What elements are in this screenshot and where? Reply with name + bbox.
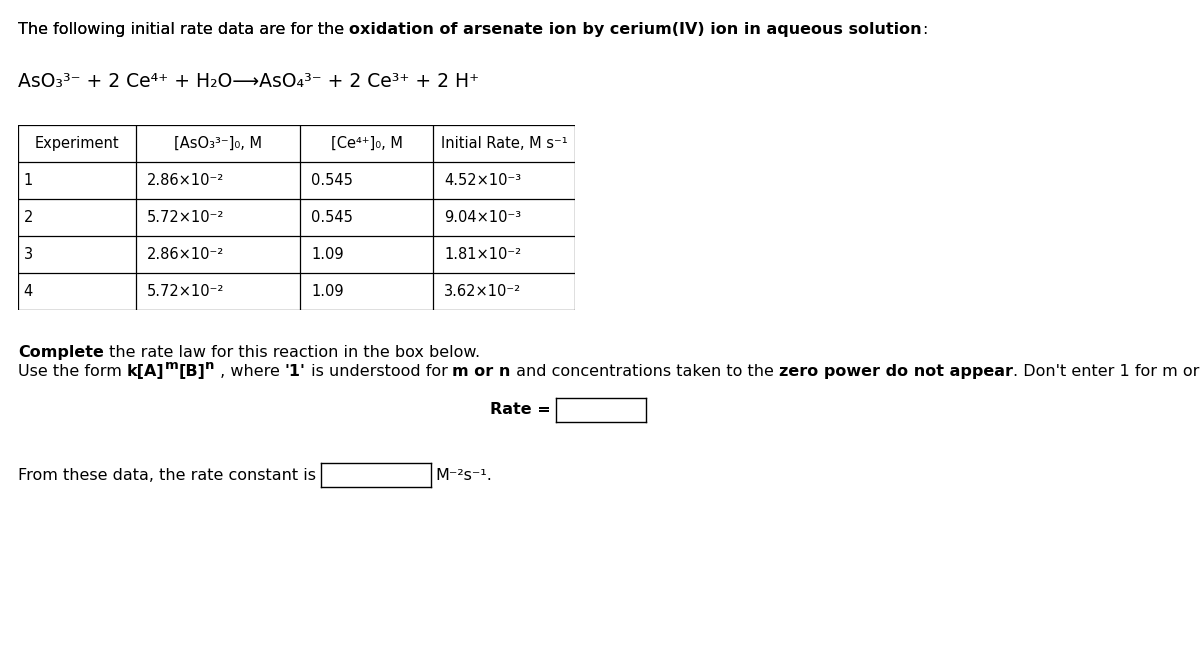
Text: Complete: Complete <box>18 345 104 360</box>
Text: The following initial rate data are for the: The following initial rate data are for … <box>18 22 349 37</box>
Text: M⁻²s⁻¹.: M⁻²s⁻¹. <box>436 467 492 483</box>
Text: is understood for: is understood for <box>306 364 452 379</box>
Text: 4.52×10⁻³: 4.52×10⁻³ <box>444 173 521 188</box>
Text: Use the form: Use the form <box>18 364 127 379</box>
Text: the rate law for this reaction in the box below.: the rate law for this reaction in the bo… <box>104 345 480 360</box>
Text: 0.545: 0.545 <box>311 210 353 225</box>
Text: 9.04×10⁻³: 9.04×10⁻³ <box>444 210 521 225</box>
Text: 2.86×10⁻²: 2.86×10⁻² <box>148 173 224 188</box>
Text: 3: 3 <box>24 247 32 262</box>
Text: m or n: m or n <box>452 364 511 379</box>
Text: 2: 2 <box>24 210 32 225</box>
Text: 1: 1 <box>24 173 32 188</box>
Text: 4: 4 <box>24 284 32 299</box>
Text: Rate =: Rate = <box>490 402 557 418</box>
Text: AsO₃³⁻ + 2 Ce⁴⁺ + H₂O⟶AsO₄³⁻ + 2 Ce³⁺ + 2 H⁺: AsO₃³⁻ + 2 Ce⁴⁺ + H₂O⟶AsO₄³⁻ + 2 Ce³⁺ + … <box>18 72 479 91</box>
Text: From these data, the rate constant is: From these data, the rate constant is <box>18 467 322 483</box>
Text: The following initial rate data are for the: The following initial rate data are for … <box>18 22 349 37</box>
Text: [AsO₃³⁻]₀, M: [AsO₃³⁻]₀, M <box>174 136 262 151</box>
Text: and concentrations taken to the: and concentrations taken to the <box>511 364 779 379</box>
Text: 2.86×10⁻²: 2.86×10⁻² <box>148 247 224 262</box>
Text: '1': '1' <box>284 364 306 379</box>
Text: [Ce⁴⁺]₀, M: [Ce⁴⁺]₀, M <box>330 136 402 151</box>
Text: 1.81×10⁻²: 1.81×10⁻² <box>444 247 521 262</box>
Text: , where: , where <box>215 364 284 379</box>
Text: :: : <box>922 22 928 37</box>
Text: 3.62×10⁻²: 3.62×10⁻² <box>444 284 521 299</box>
Text: 5.72×10⁻²: 5.72×10⁻² <box>148 210 224 225</box>
Text: k[A]: k[A] <box>127 364 164 379</box>
Text: 5.72×10⁻²: 5.72×10⁻² <box>148 284 224 299</box>
Text: 1.09: 1.09 <box>311 284 343 299</box>
Text: [B]: [B] <box>179 364 205 379</box>
Text: 1.09: 1.09 <box>311 247 343 262</box>
Text: oxidation of arsenate ion by cerium(IV) ion in aqueous solution: oxidation of arsenate ion by cerium(IV) … <box>349 22 922 37</box>
Text: m: m <box>164 359 179 372</box>
Text: Initial Rate, M s⁻¹: Initial Rate, M s⁻¹ <box>440 136 568 151</box>
Text: n: n <box>205 359 215 372</box>
Text: zero power do not appear: zero power do not appear <box>779 364 1013 379</box>
Text: 0.545: 0.545 <box>311 173 353 188</box>
Text: . Don't enter 1 for m or n.: . Don't enter 1 for m or n. <box>1013 364 1200 379</box>
Text: Experiment: Experiment <box>35 136 119 151</box>
